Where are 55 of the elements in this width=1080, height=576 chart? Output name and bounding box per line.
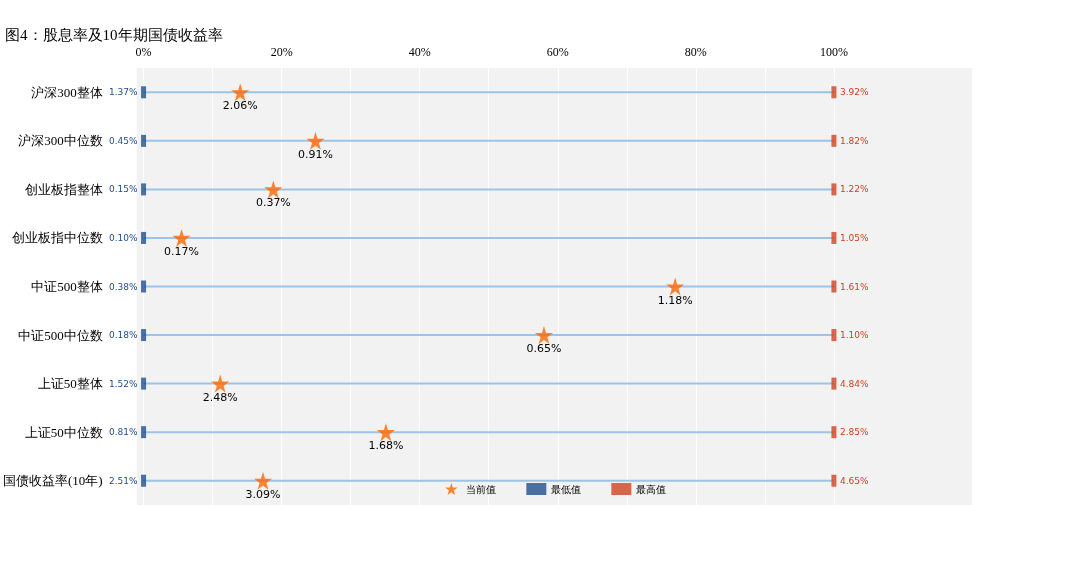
annotation: 3.09% — [245, 487, 281, 501]
point — [306, 131, 325, 150]
x-tick-label: 20% — [270, 45, 293, 59]
annotation: 0.65% — [526, 342, 562, 356]
annotation: 1.82% — [839, 135, 869, 146]
point — [211, 374, 230, 393]
point — [376, 423, 395, 442]
x-tick-label: 0% — [135, 45, 152, 59]
annotation: 1.68% — [368, 439, 404, 453]
annotation: 0.91% — [297, 147, 333, 161]
annotation: 1.37% — [108, 87, 139, 98]
y-tick-label: 中证500整体 — [31, 279, 103, 294]
legend-label: 当前值 — [466, 483, 497, 495]
annotation: 0.45% — [108, 135, 139, 146]
annotation: 1.61% — [839, 281, 869, 292]
chart-title: 图4：股息率及10年期国债收益率 — [5, 26, 223, 43]
x-tick-label: 100% — [819, 45, 848, 59]
annotation: 0.37% — [255, 196, 291, 210]
annotation: 3.92% — [839, 87, 869, 98]
x-tick-label: 60% — [546, 45, 569, 59]
point — [534, 326, 553, 345]
point — [666, 277, 685, 296]
y-tick-label: 创业板指整体 — [24, 181, 103, 197]
y-tick-label: 上证50整体 — [37, 376, 103, 392]
point — [172, 228, 191, 247]
annotation: 1.22% — [839, 184, 869, 195]
y-tick-label: 创业板指中位数 — [11, 230, 103, 246]
annotation: 2.48% — [202, 390, 238, 404]
x-tick-label: 80% — [684, 45, 707, 59]
annotation: 2.85% — [839, 427, 869, 438]
annotation: 1.18% — [657, 293, 693, 307]
annotation: 0.15% — [108, 184, 139, 195]
annotation: 2.06% — [222, 99, 258, 113]
y-tick-label: 中证500中位数 — [18, 327, 103, 343]
annotation: 0.38% — [108, 281, 139, 292]
x-tick-label: 40% — [408, 45, 431, 59]
annotation: 4.65% — [839, 475, 869, 486]
y-tick-label: 国债收益率(10年) — [2, 473, 103, 489]
legend-label: 最高值 — [636, 483, 667, 495]
annotation: 0.18% — [108, 330, 139, 341]
annotation: 0.81% — [108, 427, 139, 438]
y-tick-label: 沪深300中位数 — [18, 133, 103, 149]
y-tick-label: 沪深300整体 — [31, 84, 103, 100]
annotation: 1.10% — [839, 330, 869, 341]
point — [264, 180, 283, 199]
point — [231, 83, 250, 102]
annotation: 0.10% — [108, 232, 139, 243]
annotation: 2.51% — [108, 475, 139, 486]
point — [253, 471, 272, 490]
annotation: 0.17% — [164, 244, 200, 258]
y-tick-label: 上证50中位数 — [24, 424, 103, 440]
annotation: 1.05% — [839, 232, 869, 243]
annotation: 1.52% — [108, 378, 139, 389]
legend-label: 最低值 — [551, 483, 582, 495]
annotation: 4.84% — [839, 378, 869, 389]
